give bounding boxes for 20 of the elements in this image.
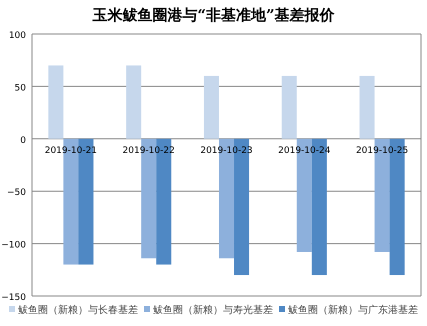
y-tick-label: −50 bbox=[7, 188, 26, 198]
x-tick-label: 2019-10-21 bbox=[44, 146, 98, 156]
x-tick-label: 2019-10-25 bbox=[356, 146, 408, 156]
legend-label: 鲅鱼圈（新粮）与长春基差 bbox=[18, 304, 138, 316]
y-tick-label: −150 bbox=[1, 293, 26, 303]
y-tick-label: 0 bbox=[20, 136, 26, 146]
y-tick-label: 50 bbox=[14, 83, 26, 94]
bar bbox=[48, 65, 64, 139]
bar bbox=[126, 65, 142, 139]
y-tick-label: −100 bbox=[1, 240, 26, 251]
bar bbox=[282, 76, 297, 139]
bar bbox=[360, 76, 375, 139]
legend-label: 鲅鱼圈（新粮）与寿光基差 bbox=[153, 304, 273, 316]
bar bbox=[204, 76, 219, 139]
x-tick-label: 2019-10-22 bbox=[122, 146, 175, 156]
y-tick-label: 100 bbox=[8, 31, 26, 41]
x-tick-label: 2019-10-23 bbox=[200, 146, 253, 156]
title: 玉米鲅鱼圈港与“非基准地”基差报价 bbox=[92, 6, 335, 24]
legend-label: 鲅鱼圈（新粮）与广东港基差 bbox=[288, 304, 418, 316]
x-tick-label: 2019-10-24 bbox=[278, 146, 331, 156]
